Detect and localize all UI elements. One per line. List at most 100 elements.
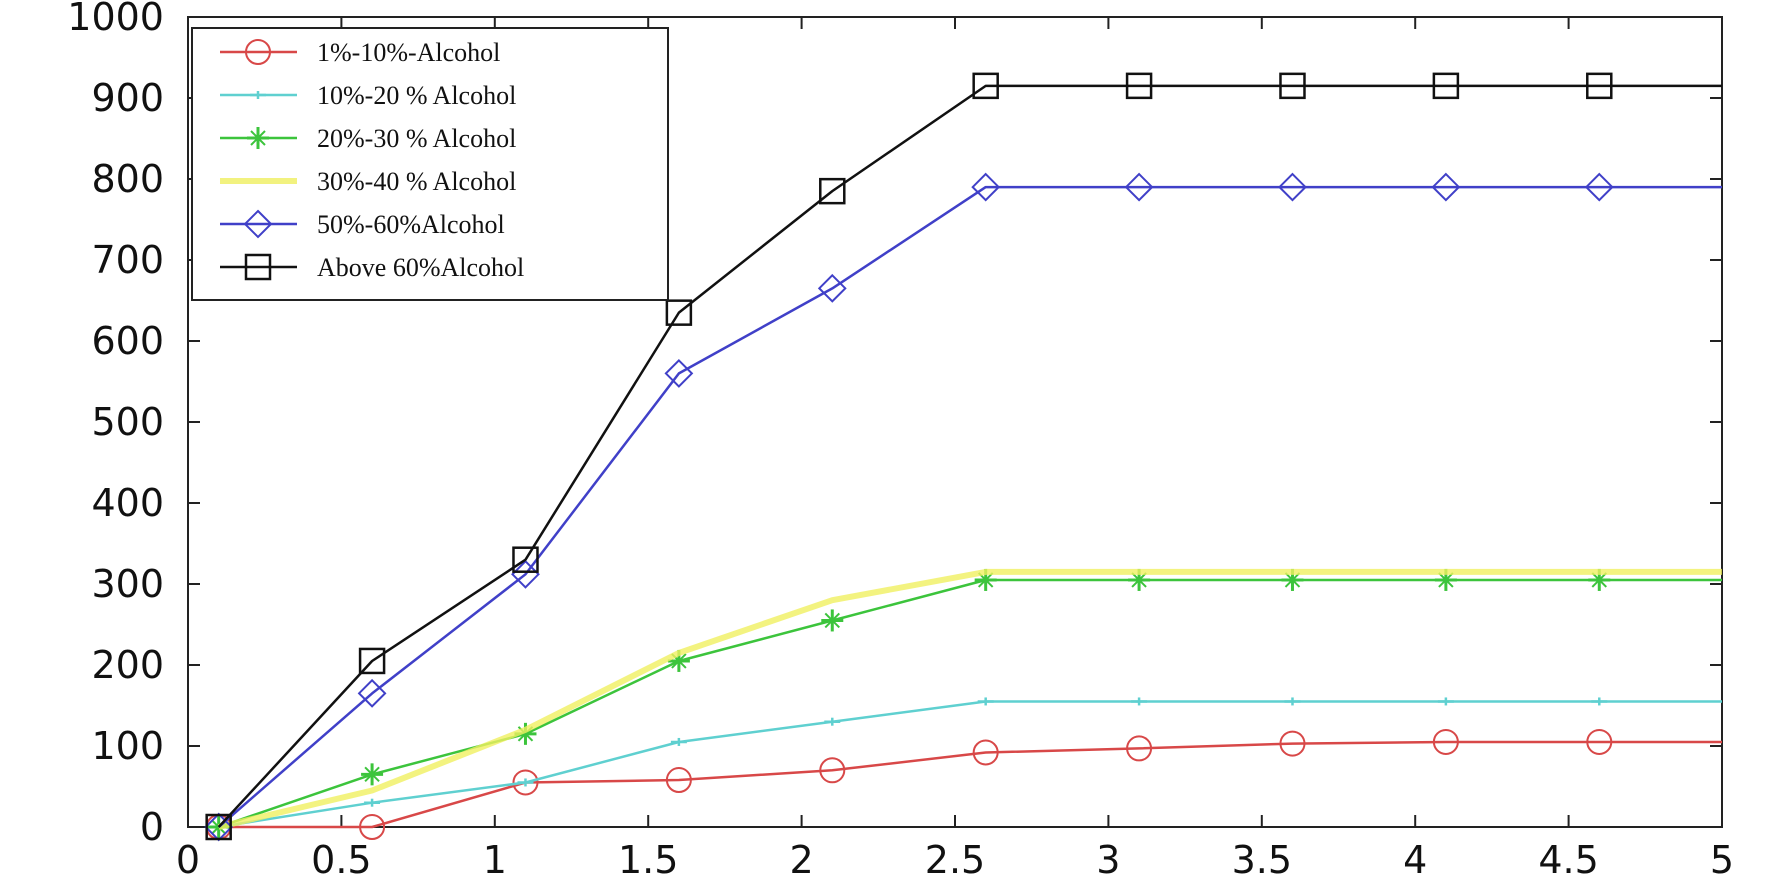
- data-point: [359, 814, 386, 840]
- data-point: [1432, 728, 1459, 755]
- marker-stroke: [1131, 572, 1147, 588]
- marker-stroke: [1591, 572, 1607, 588]
- series-3: [218, 568, 1722, 830]
- legend-marker: [245, 39, 271, 65]
- data-point: [1437, 697, 1454, 706]
- x-tick-label: 1: [483, 838, 507, 882]
- data-point: [819, 177, 846, 205]
- data-point: [1125, 72, 1153, 100]
- legend-item: 30%-40 % Alcohol: [220, 167, 516, 196]
- legend-label: Above 60%Alcohol: [317, 253, 524, 282]
- y-tick-label: 1000: [67, 0, 164, 39]
- legend-label: 10%-20 % Alcohol: [317, 81, 516, 110]
- series-5: [205, 72, 1722, 841]
- y-tick-label: 400: [91, 481, 164, 525]
- marker-stroke: [250, 130, 266, 146]
- legend-item: 10%-20 % Alcohol: [220, 81, 516, 110]
- legend-marker: [247, 127, 269, 149]
- data-point: [665, 767, 692, 794]
- y-tick-label: 700: [91, 238, 164, 282]
- data-point: [517, 778, 534, 787]
- x-tick-label: 4.5: [1538, 838, 1598, 882]
- marker-stroke: [824, 612, 840, 629]
- marker-stroke: [671, 653, 687, 669]
- data-point: [1126, 735, 1153, 762]
- data-point: [361, 763, 384, 786]
- data-point: [665, 299, 693, 326]
- x-tick-label: 2.5: [925, 838, 985, 882]
- legend-item: 20%-30 % Alcohol: [220, 124, 516, 153]
- data-point: [1431, 172, 1461, 202]
- data-point: [511, 559, 540, 589]
- x-tick-label: 2: [790, 838, 814, 882]
- series-0: [205, 728, 1722, 840]
- data-point: [1279, 72, 1306, 100]
- legend-label: 50%-60%Alcohol: [317, 210, 505, 239]
- series-1: [210, 697, 1722, 831]
- x-tick-label: 0: [176, 838, 200, 882]
- y-tick-label: 0: [140, 805, 164, 849]
- data-point: [512, 546, 539, 573]
- legend-item: 50%-60%Alcohol: [220, 209, 505, 239]
- data-point: [512, 769, 539, 796]
- x-tick-label: 3: [1096, 838, 1120, 882]
- data-point: [819, 757, 846, 784]
- data-point: [1284, 697, 1301, 706]
- series-line: [218, 740, 1722, 829]
- marker-stroke: [364, 766, 380, 783]
- data-point: [670, 737, 687, 746]
- data-point: [972, 739, 999, 766]
- data-point: [1124, 172, 1154, 202]
- y-tick-label: 100: [91, 724, 164, 768]
- legend-label: 30%-40 % Alcohol: [317, 167, 516, 196]
- y-tick-label: 500: [91, 400, 164, 444]
- marker-stroke: [1438, 572, 1454, 588]
- data-point: [1281, 568, 1304, 591]
- data-point: [817, 273, 847, 303]
- data-point: [357, 678, 387, 708]
- data-point: [364, 798, 381, 807]
- x-tick-label: 4: [1403, 838, 1427, 882]
- data-point: [1584, 172, 1614, 202]
- series-line: [217, 84, 1722, 828]
- y-tick-label: 800: [91, 157, 164, 201]
- y-tick-label: 900: [91, 76, 164, 120]
- x-tick-label: 1.5: [618, 838, 678, 882]
- data-point: [1279, 730, 1306, 757]
- legend-marker: [250, 91, 266, 99]
- legend-label: 20%-30 % Alcohol: [317, 124, 516, 153]
- data-point: [821, 609, 844, 632]
- legend-marker: [243, 209, 273, 239]
- series-line: [217, 185, 1722, 828]
- data-point: [824, 717, 841, 726]
- marker-stroke: [1284, 572, 1301, 588]
- data-point: [358, 647, 386, 675]
- x-tick-label: 0.5: [311, 838, 371, 882]
- legend-item: 1%-10%-Alcohol: [220, 38, 500, 67]
- data-point: [205, 813, 232, 841]
- legend-item: Above 60%Alcohol: [220, 253, 524, 282]
- data-point: [1591, 697, 1608, 706]
- data-point: [1432, 72, 1460, 100]
- axes: 0 0.5 1 1.5 2 2.5 3 3.5 4 4.5 5 0 100 200 300 400 500 600…: [67, 0, 1734, 882]
- data-point: [1586, 72, 1613, 100]
- series-layer: [204, 72, 1722, 842]
- data-point: [664, 358, 694, 388]
- y-tick-label: 600: [91, 319, 164, 363]
- data-point: [1278, 172, 1307, 202]
- x-tick-label: 3.5: [1232, 838, 1292, 882]
- data-point: [972, 72, 999, 100]
- legend-label: 1%-10%-Alcohol: [317, 38, 500, 67]
- series-line: [218, 568, 1722, 830]
- data-point: [977, 697, 994, 706]
- legend-marker: [244, 253, 272, 281]
- legend: 1%-10%-Alcohol 10%-20 % Alcohol 20%-30 % A…: [191, 27, 669, 301]
- y-tick-label: 300: [91, 562, 164, 606]
- legend-box: [191, 27, 669, 301]
- data-point: [971, 172, 1001, 202]
- marker-stroke: [977, 572, 994, 588]
- data-point: [1586, 728, 1613, 755]
- y-tick-label: 200: [91, 643, 164, 687]
- data-point: [1131, 697, 1148, 706]
